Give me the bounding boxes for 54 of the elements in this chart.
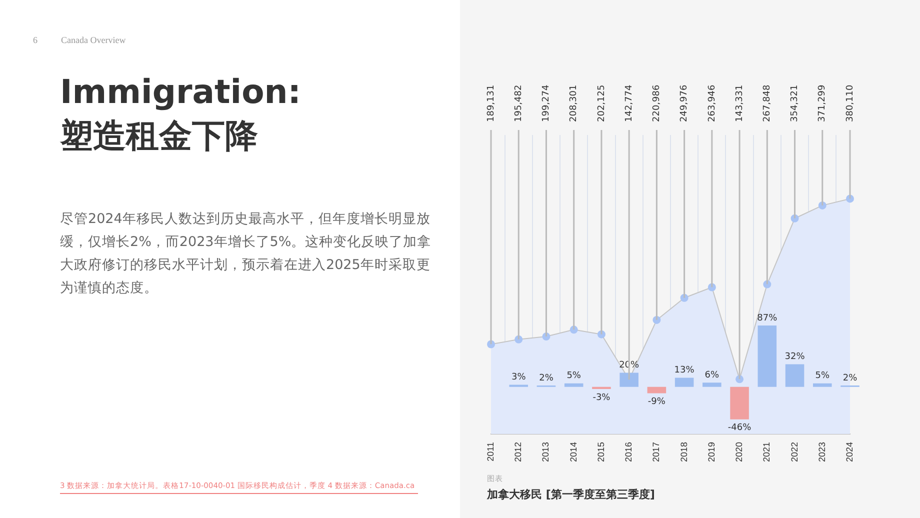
text: 尽管2024年移民人数达到历史最高水平，但年度增长明显放缓，仅增长2%，而2023年增长了5%。这种变化反映了加拿大政府修订的移民水平计划，预示着在进入2025年时采取更为谨慎的态度。 [60,210,432,298]
data-label: 202,125 [596,84,607,122]
data-label: 13% [674,366,695,376]
bar [647,386,666,394]
bar [564,383,584,387]
data-label: 195,482 [514,84,524,122]
data-label: 6% [704,370,720,380]
data-label: 380,110 [845,84,856,122]
x-tick-label: 2022 [789,442,800,462]
x-tick-label: 2023 [816,442,827,462]
data-label: 87% [757,313,778,324]
data-label: 354,321 [790,84,800,122]
data-label: 2% [539,373,554,384]
data-label: 263,946 [707,84,718,122]
bar [730,386,749,420]
x-tick-label: 2016 [624,442,634,462]
data-label: -3% [592,392,611,403]
bar [674,378,694,387]
data-label: 220,986 [652,84,662,122]
bar [758,325,777,387]
x-tick-label: 2014 [568,442,578,462]
text: 6 [33,35,38,45]
x-tick-label: 2019 [706,442,716,462]
x-tick-label: 2020 [734,442,744,462]
text: 加拿大移民 [第一季度至第三季度] [487,487,655,502]
bar [785,364,804,387]
data-label: 5% [566,371,582,382]
data-label: 189,131 [486,84,496,122]
data-label: -46% [728,423,752,434]
x-tick-label: 2018 [678,442,689,462]
text: Immigration: 塑造租金下降 [60,71,302,157]
text: Canada Overview [61,35,126,45]
x-tick-label: 2021 [762,442,772,462]
x-tick-label: 2017 [651,442,662,462]
data-label: 3% [511,372,526,383]
data-label: 143,331 [734,84,745,122]
data-label: 199,274 [542,84,552,122]
data-label: 267,848 [762,84,772,122]
data-label: 142,774 [624,84,634,122]
bar [620,372,638,387]
bar [702,382,722,387]
data-label: 5% [815,371,830,382]
x-tick-label: 2015 [596,442,606,462]
data-label: 208,301 [569,84,580,122]
data-label: 2% [842,373,858,384]
data-label: 249,976 [680,84,690,122]
data-label: 32% [784,352,806,362]
data-label: -9% [648,397,666,408]
x-tick-label: 2011 [485,442,496,462]
bar [812,383,832,387]
data-label: 371,299 [818,84,828,122]
x-tick-label: 2024 [844,442,854,462]
x-tick-label: 2012 [513,442,524,462]
x-tick-label: 2013 [540,442,551,462]
